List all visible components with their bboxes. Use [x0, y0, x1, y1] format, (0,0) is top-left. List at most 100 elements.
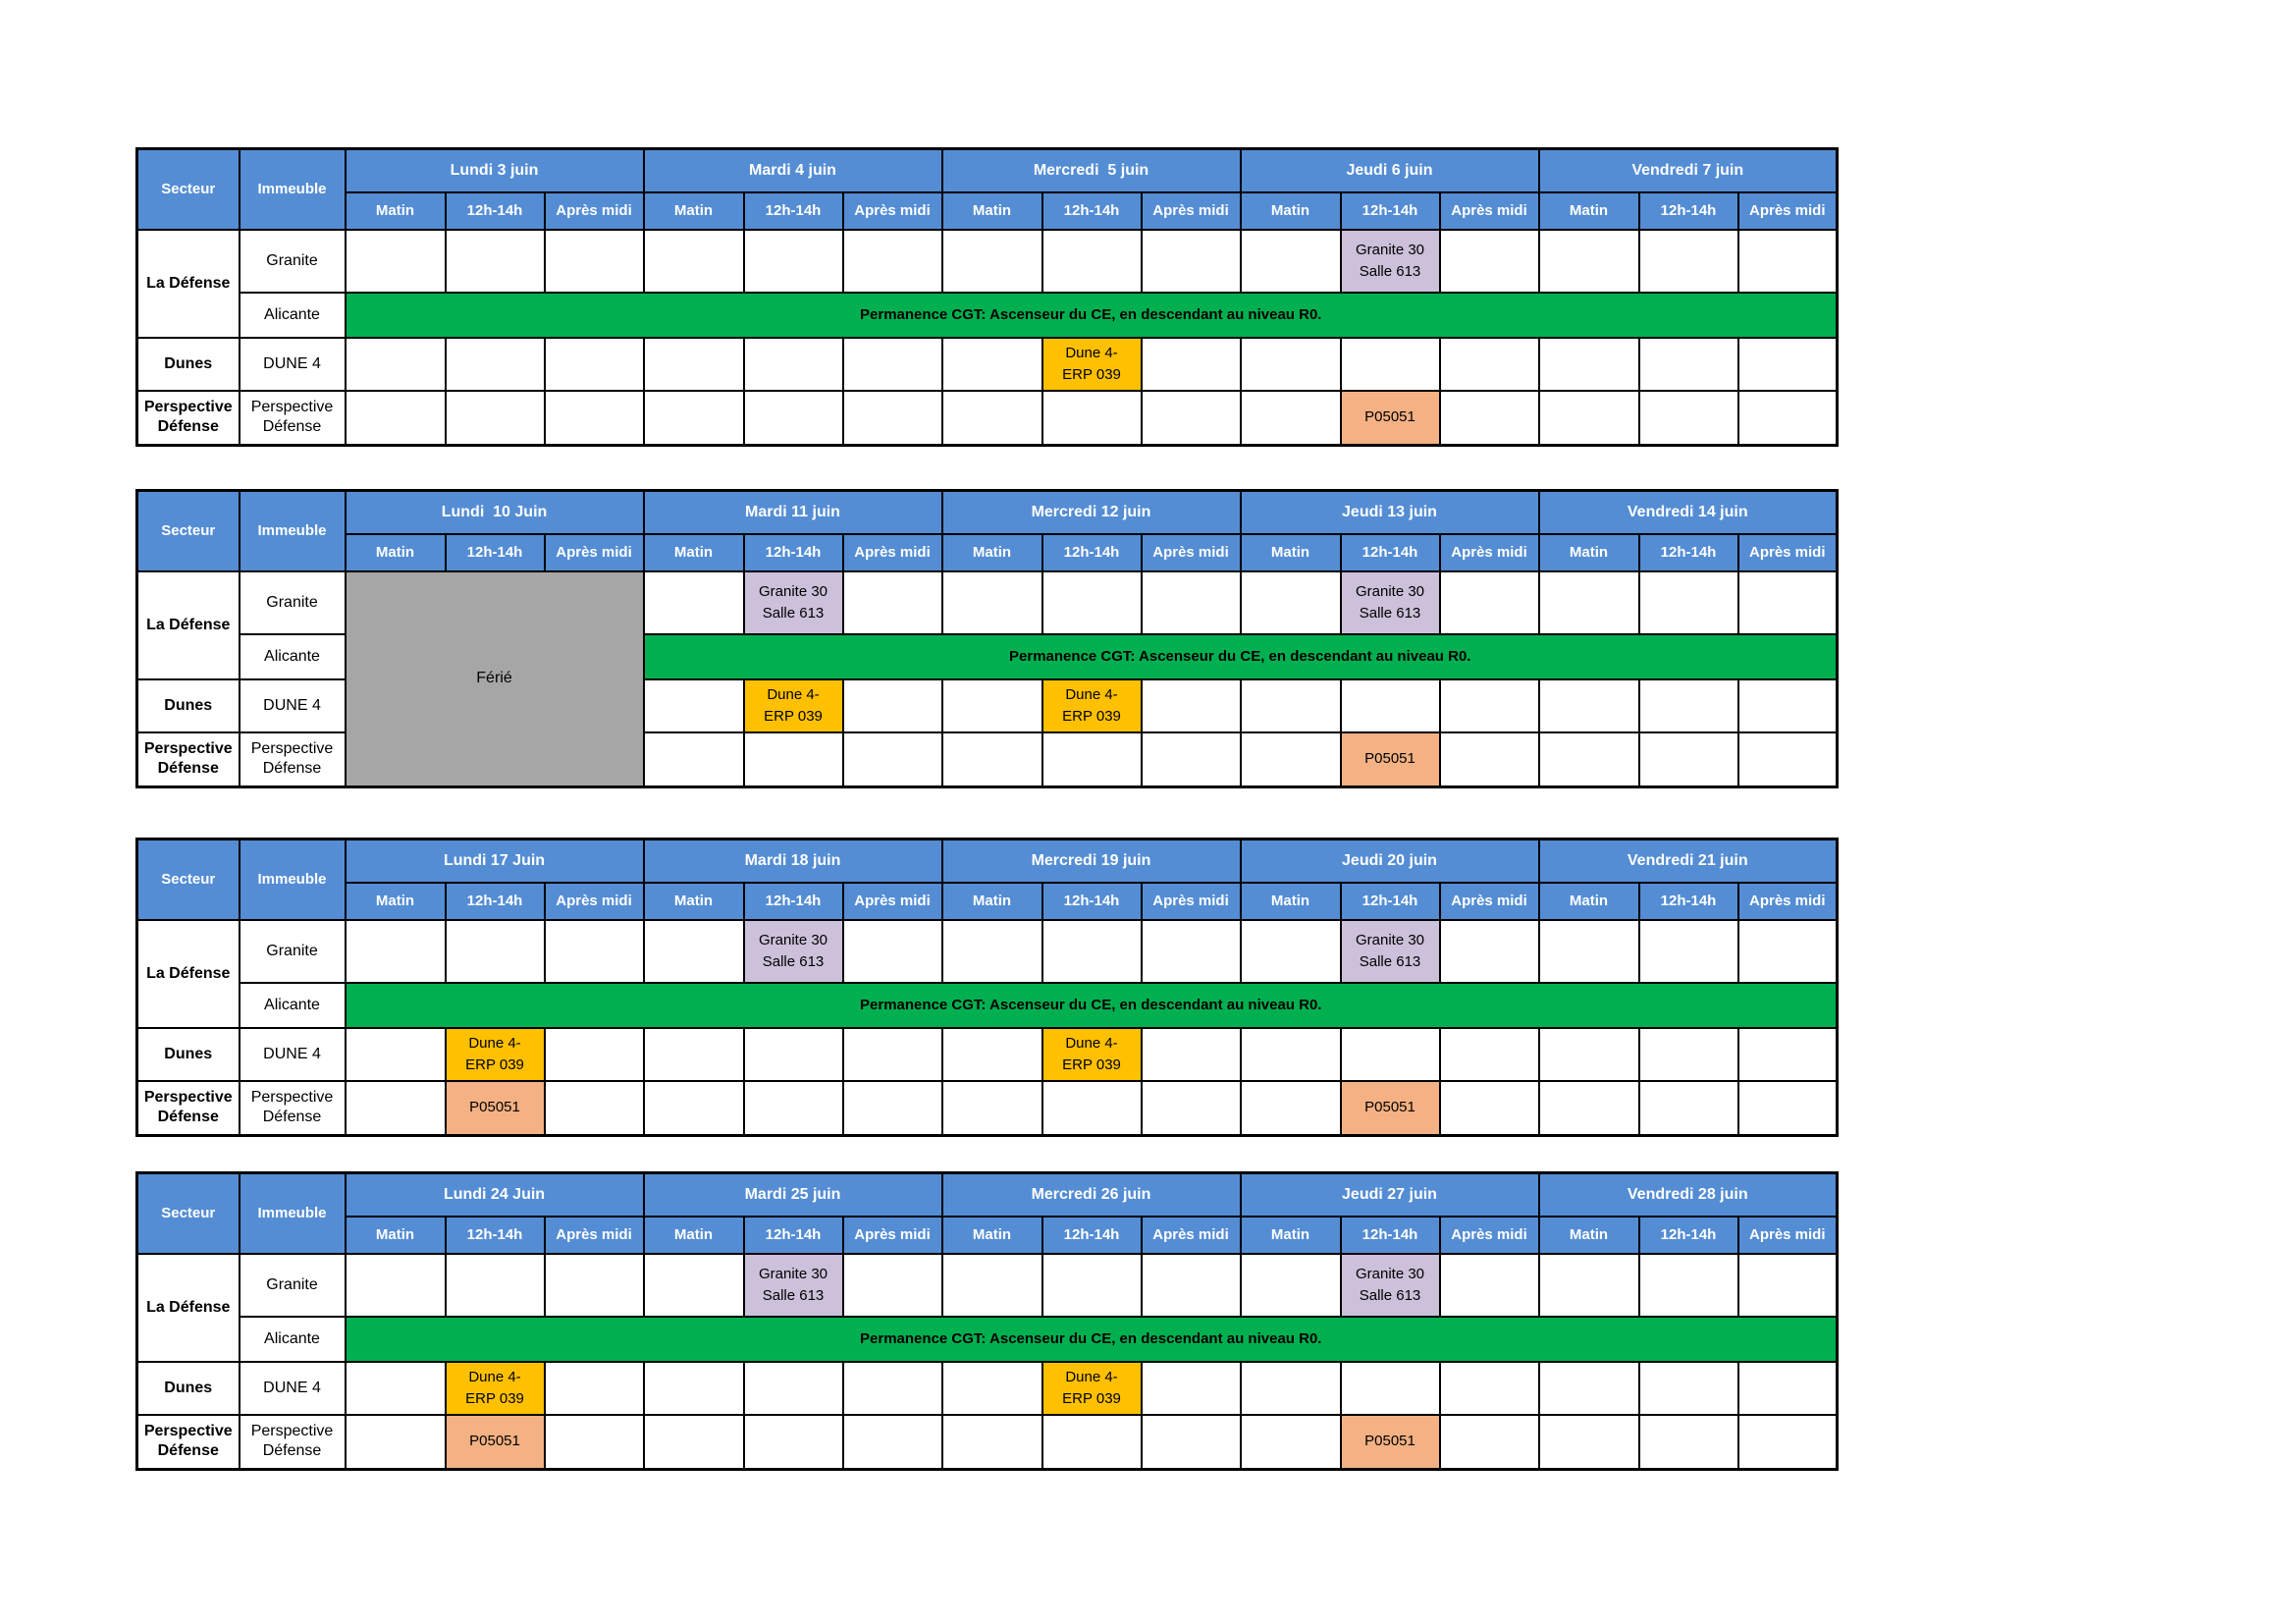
- time-slot-header: Matin: [1537, 1215, 1640, 1255]
- sector-cell-la-defense: La Défense: [135, 918, 240, 1029]
- empty-slot-cell: [1239, 389, 1342, 447]
- empty-slot-cell: [1736, 569, 1839, 635]
- booking-cell-perspective: P05051: [444, 1413, 546, 1471]
- booking-cell-dune: Dune 4- ERP 039: [1041, 1026, 1143, 1082]
- empty-slot-cell: [1537, 677, 1640, 733]
- row-granite: La Défense Granite Granite 30 Salle 613 Gra…: [135, 1252, 1839, 1363]
- empty-slot-cell: [1239, 1026, 1342, 1082]
- empty-slot-cell: [1140, 731, 1242, 788]
- empty-slot-cell: [642, 228, 745, 294]
- empty-slot-cell: [1140, 336, 1242, 392]
- empty-slot-cell: [841, 228, 943, 294]
- row-perspective-defense: Perspective Défense Perspective Défense P0…: [135, 1413, 1839, 1471]
- time-slot-header: Matin: [642, 190, 745, 231]
- time-slot-header: 12h-14h: [1339, 881, 1441, 921]
- time-slot-header: Matin: [642, 532, 745, 572]
- building-cell-dune4: DUNE 4: [238, 677, 347, 733]
- header-row-days: Secteur Immeuble Lundi 17 Juin Mardi 18 jui…: [135, 838, 1839, 921]
- empty-slot-cell: [742, 1026, 844, 1082]
- secteur-column-header: Secteur: [135, 147, 240, 231]
- immeuble-column-header: Immeuble: [238, 489, 347, 572]
- time-slot-header: 12h-14h: [444, 1215, 546, 1255]
- header-row-timeslots: Matin 12h-14h Après midi Matin 12h-14h Après …: [137, 881, 1839, 921]
- empty-slot-cell: [1736, 1413, 1839, 1471]
- empty-slot-cell: [1438, 677, 1540, 733]
- empty-slot-cell: [1041, 389, 1143, 447]
- empty-slot-cell: [1041, 731, 1143, 788]
- day-header: Jeudi 27 juin: [1239, 1171, 1540, 1218]
- booking-cell-dune: Dune 4- ERP 039: [1041, 1360, 1143, 1416]
- empty-slot-cell: [1041, 918, 1143, 984]
- time-slot-header: Après midi: [1438, 1215, 1540, 1255]
- empty-slot-cell: [940, 1360, 1043, 1416]
- day-header: Mercredi 19 juin: [940, 838, 1242, 884]
- time-slot-header: Matin: [642, 881, 745, 921]
- empty-slot-cell: [543, 228, 645, 294]
- time-slot-header: 12h-14h: [1339, 532, 1441, 572]
- time-slot-header: Après midi: [1140, 190, 1242, 231]
- empty-slot-cell: [1736, 1079, 1839, 1137]
- header-row-days: Secteur Immeuble Lundi 10 Juin Mardi 11 jui…: [135, 489, 1839, 572]
- sector-cell-dunes: Dunes: [135, 1026, 240, 1082]
- empty-slot-cell: [1736, 1252, 1839, 1318]
- empty-slot-cell: [1239, 918, 1342, 984]
- secteur-column-header: Secteur: [135, 838, 240, 921]
- time-slot-header: Matin: [940, 1215, 1043, 1255]
- time-slot-header: 12h-14h: [1637, 532, 1739, 572]
- empty-slot-cell: [940, 677, 1043, 733]
- empty-slot-cell: [1339, 1026, 1441, 1082]
- empty-slot-cell: [1140, 918, 1242, 984]
- empty-slot-cell: [444, 1252, 546, 1318]
- time-slot-header: 12h-14h: [1041, 881, 1143, 921]
- empty-slot-cell: [1140, 228, 1242, 294]
- empty-slot-cell: [1537, 1026, 1640, 1082]
- time-slot-header: Matin: [344, 532, 447, 572]
- permanence-banner: Permanence CGT: Ascenseur du CE, en desc…: [344, 1315, 1839, 1363]
- empty-slot-cell: [642, 1360, 745, 1416]
- empty-slot-cell: [1438, 1252, 1540, 1318]
- booking-cell-granite: Granite 30 Salle 613: [1339, 569, 1441, 635]
- row-perspective-defense: Perspective Défense Perspective Défense P0…: [135, 389, 1839, 447]
- empty-slot-cell: [1637, 336, 1739, 392]
- empty-slot-cell: [1041, 228, 1143, 294]
- booking-cell-dune: Dune 4- ERP 039: [742, 677, 844, 733]
- empty-slot-cell: [1537, 1413, 1640, 1471]
- day-header: Mardi 18 juin: [642, 838, 943, 884]
- empty-slot-cell: [543, 1252, 645, 1318]
- day-header: Mardi 25 juin: [642, 1171, 943, 1218]
- empty-slot-cell: [1041, 1413, 1143, 1471]
- row-alicante: Alicante Permanence CGT: Ascenseur du CE,…: [137, 981, 1839, 1029]
- building-cell-alicante: Alicante: [238, 1315, 347, 1363]
- empty-slot-cell: [1537, 1252, 1640, 1318]
- empty-slot-cell: [543, 1360, 645, 1416]
- empty-slot-cell: [1239, 1079, 1342, 1137]
- time-slot-header: Après midi: [841, 1215, 943, 1255]
- schedule-week-table-4: Secteur Immeuble Lundi 24 Juin Mardi 25 jui…: [135, 1171, 1839, 1471]
- time-slot-header: 12h-14h: [742, 1215, 844, 1255]
- empty-slot-cell: [444, 389, 546, 447]
- building-cell-perspective-defense: Perspective Défense: [238, 1413, 347, 1471]
- empty-slot-cell: [1239, 228, 1342, 294]
- time-slot-header: 12h-14h: [444, 190, 546, 231]
- empty-slot-cell: [742, 336, 844, 392]
- empty-slot-cell: [1537, 336, 1640, 392]
- empty-slot-cell: [841, 918, 943, 984]
- day-header: Vendredi 21 juin: [1537, 838, 1839, 884]
- empty-slot-cell: [1438, 228, 1540, 294]
- day-header: Mercredi 12 juin: [940, 489, 1242, 535]
- day-header: Jeudi 13 juin: [1239, 489, 1540, 535]
- building-cell-alicante: Alicante: [238, 632, 347, 680]
- time-slot-header: Matin: [344, 190, 447, 231]
- empty-slot-cell: [543, 918, 645, 984]
- empty-slot-cell: [1140, 1252, 1242, 1318]
- empty-slot-cell: [344, 1026, 447, 1082]
- schedule-week-table-2: Secteur Immeuble Lundi 10 Juin Mardi 11 jui…: [135, 489, 1839, 788]
- empty-slot-cell: [1438, 1413, 1540, 1471]
- empty-slot-cell: [1140, 677, 1242, 733]
- time-slot-header: 12h-14h: [1637, 881, 1739, 921]
- empty-slot-cell: [940, 1026, 1043, 1082]
- empty-slot-cell: [1239, 569, 1342, 635]
- empty-slot-cell: [1736, 389, 1839, 447]
- empty-slot-cell: [1537, 228, 1640, 294]
